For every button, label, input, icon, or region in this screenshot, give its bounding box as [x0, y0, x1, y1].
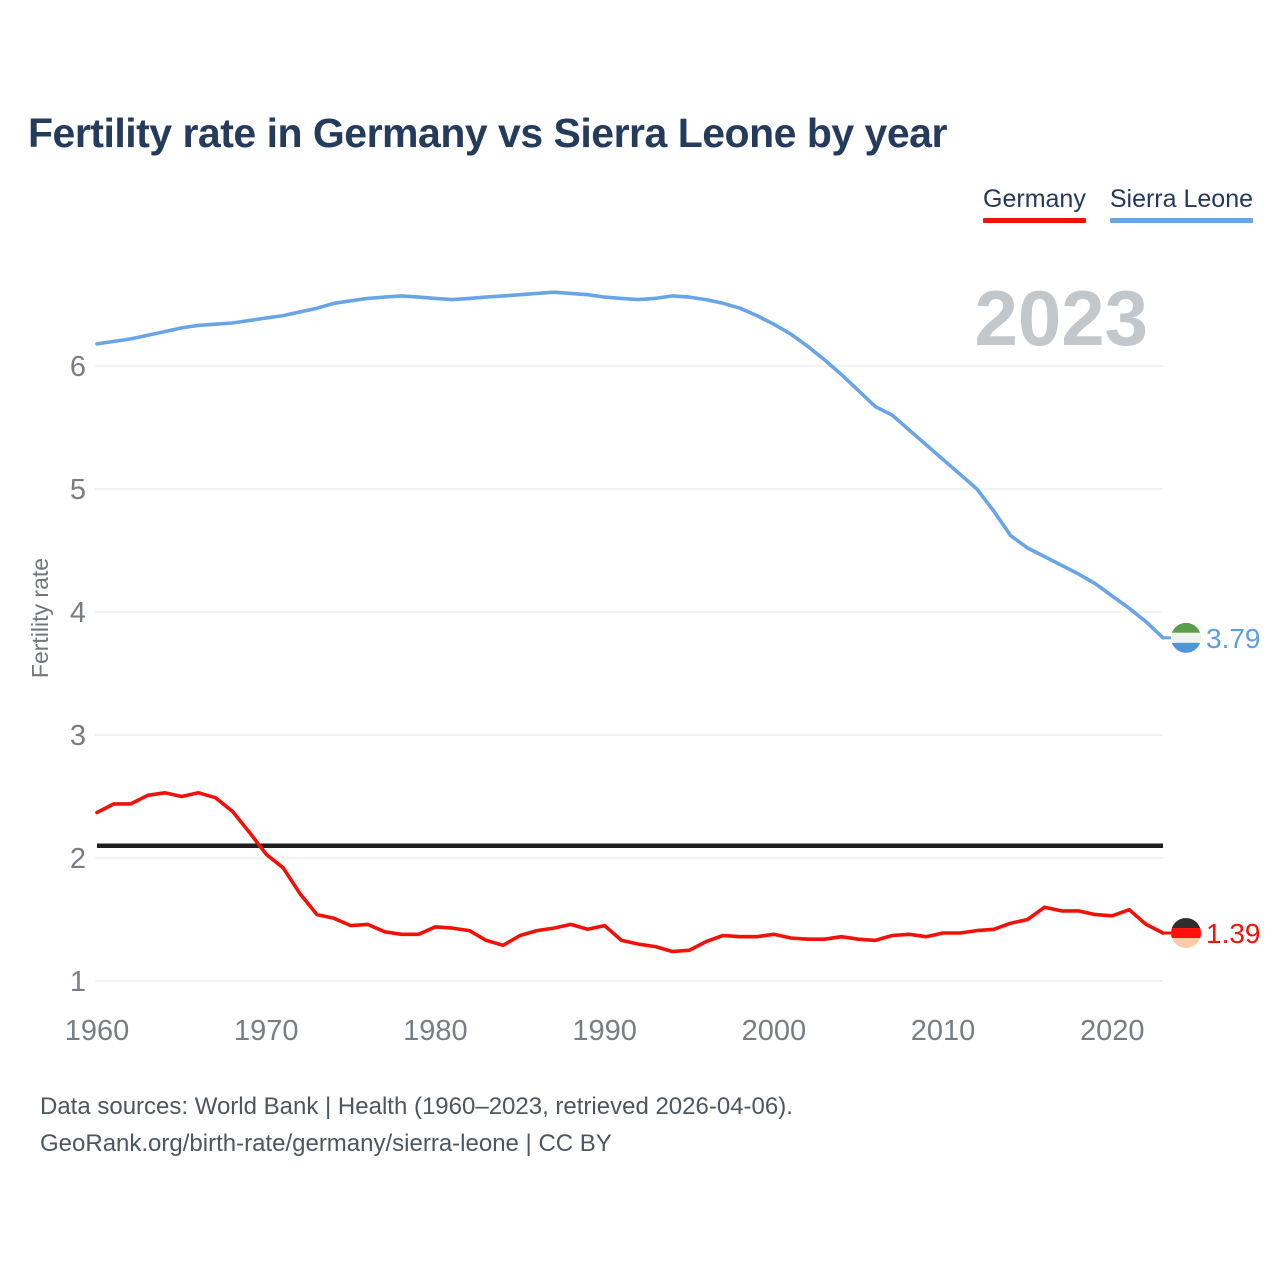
x-tick-label-1970: 1970 — [234, 1015, 299, 1047]
sierra-leone-line[interactable] — [95, 290, 1165, 640]
year-watermark: 2023 — [974, 274, 1148, 362]
legend-label-sierra-leone: Sierra Leone — [1109, 185, 1253, 213]
legend-item-germany[interactable]: Germany — [983, 185, 1086, 223]
chart-legend: Germany Sierra Leone — [983, 185, 1253, 223]
sierra-leone-end-value-label: 3.79 — [1206, 623, 1261, 654]
legend-color-bar-sierra-leone — [1109, 218, 1253, 223]
x-tick-label-2000: 2000 — [742, 1015, 807, 1047]
y-tick-label-5: 5 — [70, 474, 86, 506]
legend-color-bar-germany — [983, 218, 1086, 223]
x-tick-label-2010: 2010 — [911, 1015, 976, 1047]
data-sources-text: Data sources: World Bank | Health (1960–… — [40, 1093, 793, 1120]
x-tick-label-1960: 1960 — [65, 1015, 130, 1047]
germany-flag-icon — [1171, 918, 1201, 949]
legend-item-sierra-leone[interactable]: Sierra Leone — [1109, 185, 1253, 223]
y-tick-label-4: 4 — [70, 597, 86, 629]
y-axis-title: Fertility rate — [27, 558, 53, 678]
x-tick-label-2020: 2020 — [1080, 1015, 1145, 1047]
germany-line[interactable] — [95, 790, 1165, 954]
legend-label-germany: Germany — [983, 185, 1086, 213]
x-tick-label-1980: 1980 — [403, 1015, 468, 1047]
sierra-leone-flag-icon — [1171, 622, 1201, 653]
y-tick-label-1: 1 — [70, 966, 86, 998]
y-tick-label-3: 3 — [70, 720, 86, 752]
attribution-text: GeoRank.org/birth-rate/germany/sierra-le… — [40, 1130, 612, 1157]
page-title: Fertility rate in Germany vs Sierra Leon… — [28, 110, 947, 156]
x-tick-label-1990: 1990 — [572, 1015, 637, 1047]
y-tick-label-2: 2 — [70, 843, 86, 875]
germany-end-value-label: 1.39 — [1206, 918, 1261, 949]
y-tick-label-6: 6 — [70, 351, 86, 383]
chart-footer: Data sources: World Bank | Health (1960–… — [40, 1088, 793, 1162]
